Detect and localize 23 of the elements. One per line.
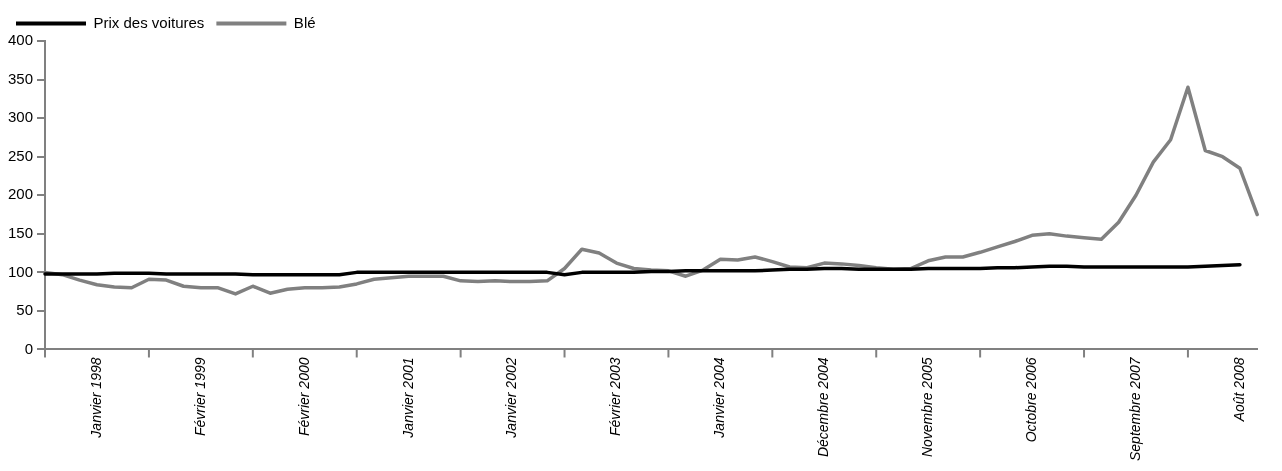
y-tick-label: 0	[24, 339, 34, 357]
x-tick-label: Janvier 2002	[503, 357, 520, 439]
x-tick-label: Janvier 1998	[87, 357, 104, 439]
y-tick-label: 50	[16, 301, 34, 319]
x-tick-label: Janvier 2004	[711, 357, 728, 439]
x-tick-label: Septembre 2007	[1126, 356, 1143, 462]
x-tick-label: Janvier 2001	[399, 357, 416, 439]
x-tick-label: Février 2003	[607, 357, 624, 437]
legend-label: Prix des voitures	[93, 13, 205, 31]
y-tick-label: 250	[8, 146, 34, 164]
y-tick-label: 150	[8, 223, 34, 241]
y-tick-label: 400	[8, 31, 34, 49]
legend-label: Blé	[293, 13, 316, 31]
y-tick-label: 300	[8, 108, 34, 126]
x-tick-label: Août 2008	[1230, 357, 1247, 423]
x-tick-label: Décembre 2004	[815, 357, 832, 458]
x-tick-label: Novembre 2005	[919, 357, 936, 458]
y-tick-label: 350	[8, 69, 34, 87]
y-tick-label: 100	[8, 262, 34, 280]
x-tick-label: Février 1999	[191, 357, 208, 437]
x-tick-label: Octobre 2006	[1022, 357, 1039, 443]
x-tick-label: Février 2000	[295, 357, 312, 437]
y-tick-label: 200	[8, 185, 34, 203]
